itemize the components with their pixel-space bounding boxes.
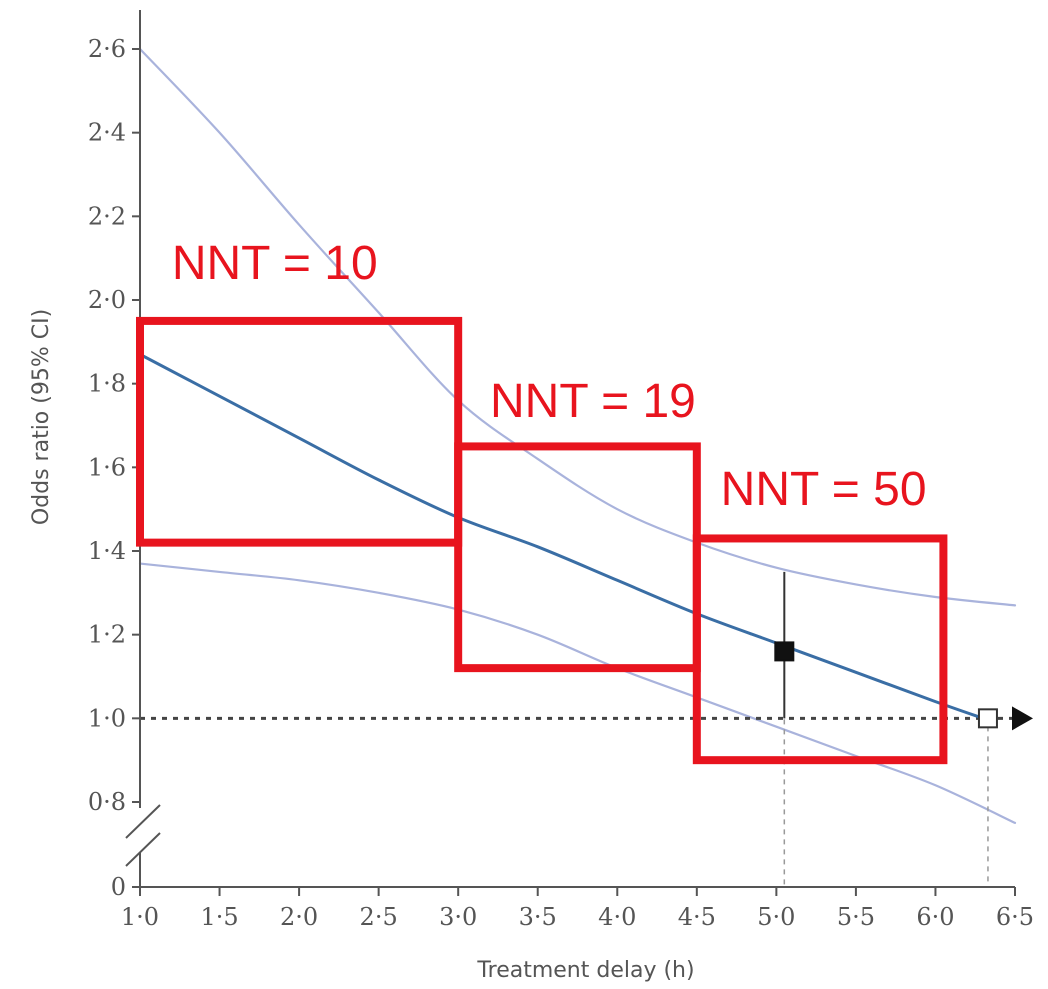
y-tick-label: 2·4 [88, 119, 126, 147]
x-axis-title: Treatment delay (h) [476, 958, 694, 983]
y-tick-label: 1·2 [88, 621, 126, 649]
y-tick-label: 0·8 [88, 788, 126, 816]
estimate-line [138, 352, 985, 720]
x-tick-label: 2·5 [360, 903, 398, 931]
x-tick-label: 3·0 [439, 903, 477, 931]
x-tick-label: 1·0 [121, 903, 159, 931]
x-tick-label: 1·5 [200, 903, 238, 931]
nnt-box-2 [454, 442, 701, 673]
estimate-curve-group [138, 352, 985, 720]
y-tick-label: 1·8 [88, 370, 126, 398]
reference-arrow [1012, 706, 1033, 731]
axis-break-mark [125, 832, 161, 867]
nnt-box-1 [136, 316, 463, 547]
data-point-filled [774, 641, 795, 662]
lower-ci-line [138, 562, 1017, 825]
x-tick-label: 6·0 [916, 903, 954, 931]
y-tick-label: 1·6 [88, 453, 126, 481]
y-tick-label: 2·2 [88, 202, 126, 230]
x-tick-label: 2·0 [280, 903, 318, 931]
x-tick-label: 3·5 [519, 903, 557, 931]
nnt-box-3 [692, 534, 948, 765]
data-point-open [977, 708, 998, 729]
x-tick-label: 4·0 [598, 903, 636, 931]
y-tick-label-zero: 0 [111, 873, 126, 901]
nnt-label-3: NNT = 50 [721, 463, 927, 516]
points-group [774, 571, 998, 729]
nnt-label-1: NNT = 10 [172, 237, 378, 290]
x-tick-label: 6·5 [996, 903, 1034, 931]
nnt-annotations: NNT = 10 NNT = 19 NNT = 50 [136, 237, 948, 765]
axis-break-mark [125, 804, 161, 839]
reference-line-group [140, 659, 1033, 887]
y-tick-label: 1·0 [88, 704, 126, 732]
confidence-bands [138, 47, 1017, 825]
nnt-label-2: NNT = 19 [490, 375, 696, 428]
x-tick-label: 5·0 [757, 903, 795, 931]
y-axis-title: Odds ratio (95% CI) [29, 309, 54, 525]
y-tick-label: 2·6 [88, 35, 126, 63]
x-tick-label: 5·5 [837, 903, 875, 931]
x-tick-label: 4·5 [678, 903, 716, 931]
axes: 0·81·01·21·41·61·82·02·22·42·601·0 1·5 2·0… [88, 10, 1034, 931]
upper-ci-line [138, 47, 1017, 607]
y-tick-label: 1·4 [88, 537, 126, 565]
y-tick-label: 2·0 [88, 286, 126, 314]
